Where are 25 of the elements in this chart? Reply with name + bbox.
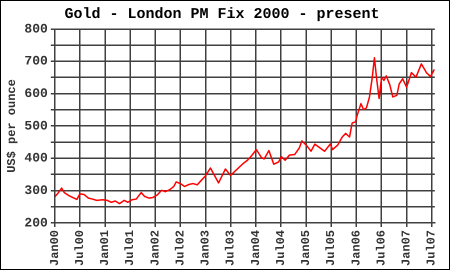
y-tick-label: 600 bbox=[24, 86, 48, 101]
y-tick-label: 200 bbox=[24, 215, 48, 230]
y-tick-label: 800 bbox=[24, 21, 48, 36]
y-tick-label: 400 bbox=[24, 150, 48, 166]
y-tick-label: 300 bbox=[24, 182, 48, 198]
x-tick-label: Jul01 bbox=[123, 230, 138, 266]
x-tick-label: Jul00 bbox=[72, 230, 87, 266]
x-tick-label: Jan04 bbox=[248, 230, 263, 266]
x-tick-label: Jan05 bbox=[299, 230, 314, 266]
x-tick-label: Jul05 bbox=[324, 230, 338, 266]
x-tick-label: Jan07 bbox=[400, 230, 414, 266]
x-tick-label: Jul02 bbox=[173, 230, 188, 266]
x-tick-label: Jul03 bbox=[224, 230, 238, 266]
x-tick-label: Jul07 bbox=[424, 230, 439, 266]
y-tick-label: 700 bbox=[24, 54, 48, 69]
x-tick-label: Jul06 bbox=[374, 230, 388, 266]
chart-title: Gold - London PM Fix 2000 - present bbox=[64, 6, 380, 23]
x-tick-label: Jan01 bbox=[98, 230, 112, 266]
x-tick-label: Jan03 bbox=[198, 230, 213, 266]
x-tick-label: Jan00 bbox=[48, 230, 62, 266]
y-tick-label: 500 bbox=[24, 118, 48, 134]
x-tick-label: Jul04 bbox=[274, 230, 288, 266]
x-tick-label: Jan02 bbox=[148, 230, 162, 266]
x-tick-label: Jan06 bbox=[349, 230, 364, 266]
y-axis-title: US$ per ounce bbox=[5, 79, 20, 173]
